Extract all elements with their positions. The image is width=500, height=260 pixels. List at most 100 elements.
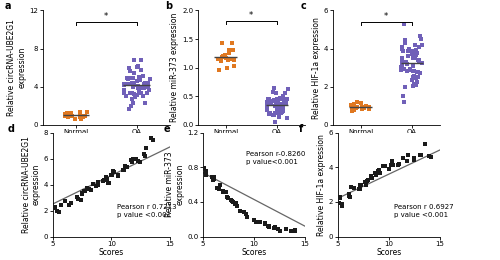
Point bbox=[411, 43, 419, 47]
Point bbox=[202, 172, 210, 177]
Point bbox=[62, 112, 70, 116]
Point bbox=[408, 51, 416, 55]
Point bbox=[415, 45, 423, 49]
Point bbox=[404, 49, 412, 54]
Point bbox=[140, 101, 148, 106]
Point bbox=[414, 58, 422, 62]
Point bbox=[76, 114, 84, 118]
Point bbox=[220, 54, 228, 58]
Point bbox=[67, 113, 75, 117]
Point bbox=[397, 67, 405, 72]
Point bbox=[410, 158, 418, 162]
Point bbox=[140, 82, 148, 86]
Text: *: * bbox=[249, 11, 254, 20]
Point bbox=[142, 146, 150, 150]
Point bbox=[68, 114, 76, 118]
Point bbox=[81, 114, 89, 118]
Point bbox=[78, 191, 86, 196]
Point bbox=[222, 56, 230, 60]
Point bbox=[243, 215, 251, 219]
Point bbox=[105, 181, 113, 185]
Point bbox=[418, 43, 426, 47]
Point bbox=[270, 98, 278, 102]
Point bbox=[400, 100, 407, 104]
Point bbox=[64, 115, 72, 119]
Point bbox=[273, 110, 281, 114]
Point bbox=[346, 194, 354, 198]
Point bbox=[137, 58, 145, 62]
Point bbox=[210, 178, 218, 182]
Point bbox=[338, 202, 346, 206]
Point bbox=[223, 195, 231, 199]
Point bbox=[148, 138, 156, 142]
Point bbox=[80, 189, 88, 193]
Point bbox=[278, 108, 286, 113]
Point bbox=[345, 192, 353, 197]
Point bbox=[125, 66, 133, 70]
Point bbox=[71, 117, 79, 121]
Point bbox=[276, 101, 284, 106]
Point bbox=[279, 103, 287, 108]
Point bbox=[140, 74, 147, 78]
Point bbox=[234, 204, 241, 208]
Point bbox=[227, 57, 235, 61]
Point bbox=[142, 85, 150, 89]
Point bbox=[416, 153, 424, 157]
Point bbox=[128, 97, 136, 101]
Point bbox=[130, 92, 138, 96]
Text: a: a bbox=[4, 1, 11, 11]
Point bbox=[126, 90, 134, 95]
Point bbox=[367, 174, 375, 178]
Point bbox=[144, 85, 152, 89]
Point bbox=[416, 71, 424, 75]
Point bbox=[81, 189, 89, 193]
Y-axis label: Relative HIF-1a expression: Relative HIF-1a expression bbox=[317, 134, 326, 236]
Point bbox=[398, 56, 406, 60]
Point bbox=[136, 78, 144, 82]
Point bbox=[122, 94, 130, 98]
Point bbox=[110, 169, 118, 173]
Point bbox=[123, 165, 131, 169]
Point bbox=[131, 95, 139, 99]
Point bbox=[262, 100, 270, 104]
Point bbox=[265, 112, 273, 116]
Point bbox=[83, 186, 91, 190]
Point bbox=[400, 94, 407, 98]
Point bbox=[357, 183, 365, 187]
Point bbox=[65, 203, 73, 207]
Point bbox=[412, 75, 420, 80]
Point bbox=[263, 103, 271, 107]
Point bbox=[336, 195, 344, 199]
Point bbox=[271, 120, 279, 124]
Y-axis label: Relative circRNA-UBE2G1
expression: Relative circRNA-UBE2G1 expression bbox=[22, 136, 41, 233]
Point bbox=[78, 114, 86, 118]
Point bbox=[76, 198, 84, 202]
Text: c: c bbox=[300, 1, 306, 11]
Point bbox=[134, 159, 142, 163]
Point bbox=[414, 51, 422, 55]
Point bbox=[412, 83, 420, 87]
Point bbox=[398, 44, 406, 49]
Point bbox=[230, 202, 238, 206]
Point bbox=[139, 84, 147, 89]
Point bbox=[128, 81, 136, 85]
Y-axis label: Relative miR-373
expression: Relative miR-373 expression bbox=[165, 152, 184, 217]
Point bbox=[68, 202, 76, 206]
Text: d: d bbox=[8, 124, 15, 134]
Point bbox=[145, 88, 153, 93]
Point bbox=[219, 190, 227, 194]
Point bbox=[351, 106, 359, 110]
Point bbox=[348, 103, 356, 107]
X-axis label: Scores: Scores bbox=[376, 248, 402, 257]
Point bbox=[287, 229, 295, 233]
Point bbox=[412, 56, 420, 61]
Point bbox=[416, 34, 424, 38]
Point bbox=[88, 188, 96, 192]
Point bbox=[50, 206, 58, 210]
Point bbox=[132, 93, 140, 97]
Point bbox=[129, 101, 137, 105]
Point bbox=[270, 226, 278, 231]
Point bbox=[62, 113, 70, 118]
Point bbox=[271, 224, 279, 229]
Point bbox=[280, 94, 287, 98]
